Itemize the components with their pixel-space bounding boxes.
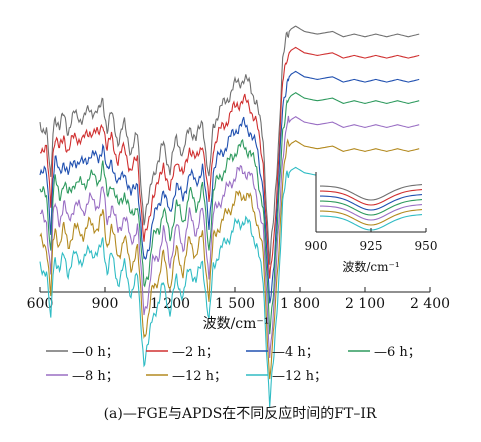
series-line <box>39 115 420 359</box>
x-tick-label: 900 <box>92 296 119 312</box>
legend-label: —12 h； <box>172 369 227 384</box>
series-line <box>39 25 420 265</box>
inset-series-line <box>320 189 423 206</box>
inset-series-line <box>320 194 423 211</box>
inset-tick-label: 900 <box>305 239 328 253</box>
series-line <box>39 166 420 407</box>
legend-label: —4 h； <box>272 345 319 360</box>
x-tick-label: 2 400 <box>410 296 450 312</box>
figure-caption: (a)—FGE与APDS在不同反应时间的FT–IR <box>104 405 377 422</box>
inset-tick-label: 950 <box>415 239 438 253</box>
inset-ticks: 900 925 950 <box>305 228 438 253</box>
inset-plot: 900 925 950 波数/cm⁻¹ <box>305 172 438 274</box>
x-ticks: 600 900 1 200 1 500 1 800 2 100 2 400 <box>27 287 450 312</box>
x-tick-label: 1 500 <box>215 296 255 312</box>
x-axis-title: 波数/cm⁻¹ <box>203 316 270 332</box>
x-tick-label: 600 <box>27 296 54 312</box>
inset-series <box>320 184 423 231</box>
legend-label: —2 h； <box>172 345 219 360</box>
series-lines <box>39 25 420 407</box>
inset-series-line <box>320 184 423 201</box>
legend-label: —12 h； <box>272 369 327 384</box>
legend: —0 h； —2 h； —4 h； —6 h； —8 h； —12 h； —12 h； <box>46 345 421 384</box>
series-line <box>39 70 420 304</box>
inset-series-line <box>320 199 423 216</box>
inset-series-line <box>320 204 423 221</box>
x-tick-label: 1 800 <box>280 296 320 312</box>
inset-axis-title: 波数/cm⁻¹ <box>342 259 399 274</box>
series-line <box>40 46 420 279</box>
legend-label: —0 h； <box>72 345 119 360</box>
series-line <box>39 92 420 335</box>
legend-label: —6 h； <box>374 345 421 360</box>
series-line <box>39 138 420 380</box>
inset-series-line <box>320 209 423 226</box>
inset-tick-label: 925 <box>360 239 383 253</box>
legend-label: —8 h； <box>72 369 119 384</box>
x-tick-label: 1 200 <box>150 296 190 312</box>
x-tick-label: 2 100 <box>345 296 385 312</box>
